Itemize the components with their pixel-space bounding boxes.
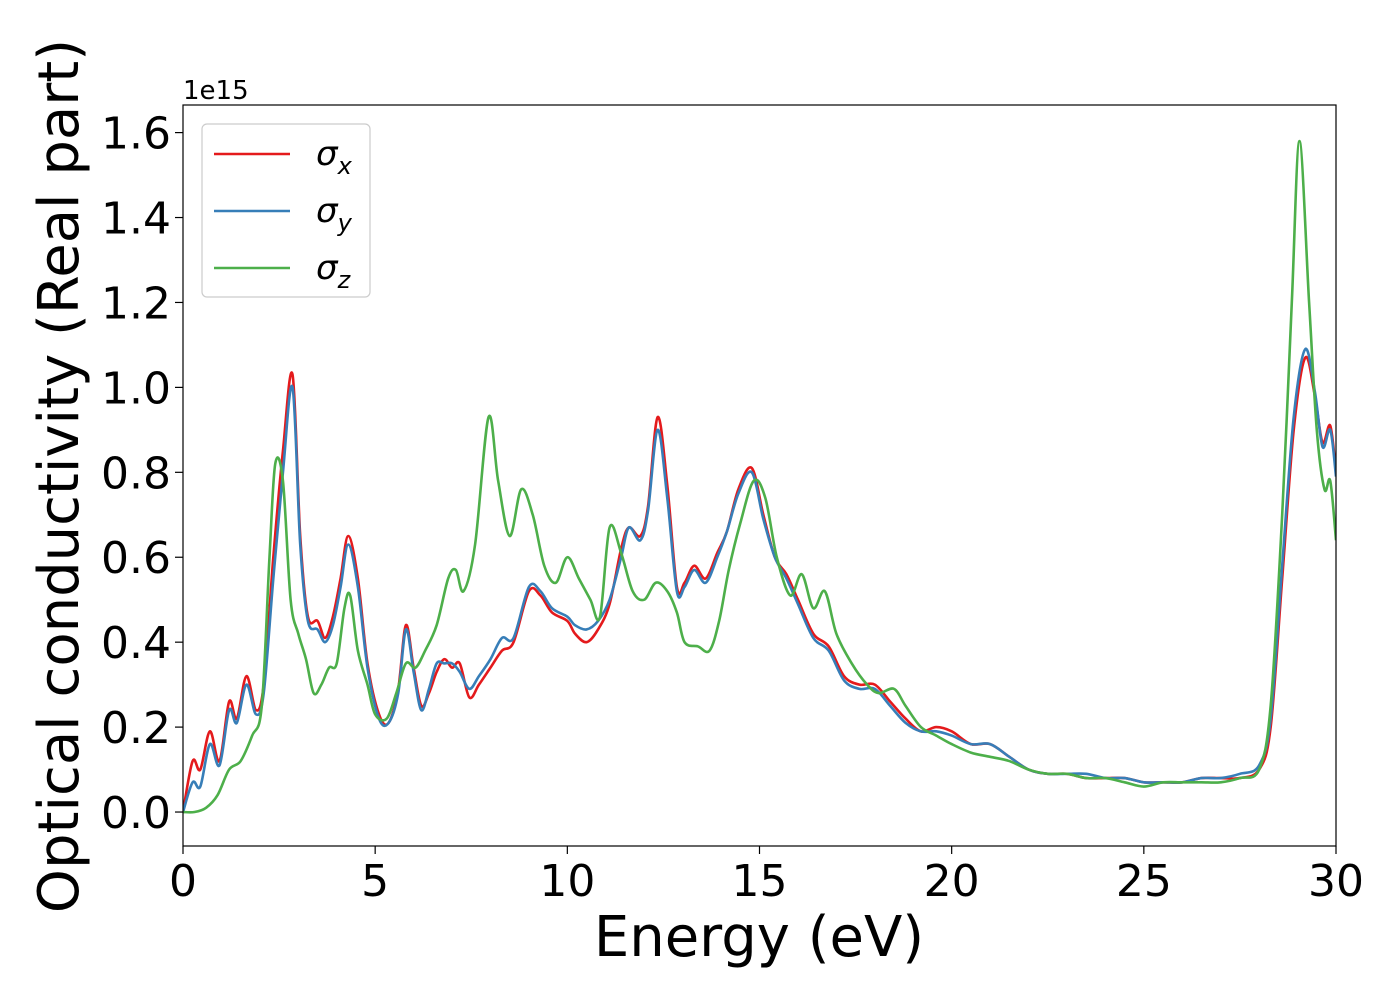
x-tick-label: 20: [924, 856, 980, 907]
legend-label-sigma-y: σy: [316, 191, 353, 237]
legend-label-sigma-z: σz: [316, 248, 352, 294]
series-line-sigma-z: [183, 139, 1336, 814]
y-offset-text: 1e15: [183, 76, 249, 106]
y-tick-label: 0.0: [101, 788, 171, 839]
x-tick-label: 10: [539, 856, 595, 907]
y-axis-label: Optical conductivity (Real part): [27, 39, 92, 913]
x-tick-label: 5: [361, 856, 389, 907]
y-tick-label: 0.6: [101, 533, 171, 584]
y-tick-label: 1.2: [101, 278, 171, 329]
y-tick-label: 1.0: [101, 363, 171, 414]
x-tick-label: 25: [1116, 856, 1172, 907]
legend-label-sigma-x: σx: [316, 134, 353, 180]
y-tick-label: 1.6: [101, 109, 171, 160]
y-tick-label: 0.8: [101, 448, 171, 499]
x-tick-label: 0: [169, 856, 197, 907]
y-tick-label: 0.2: [101, 703, 171, 754]
x-axis-ticks: 0 5 10 15 20 25 30: [169, 846, 1364, 907]
y-tick-label: 0.4: [101, 618, 171, 669]
x-axis-label: Energy (eV): [594, 905, 924, 970]
y-tick-label: 1.4: [101, 194, 171, 245]
series-layer: [183, 139, 1336, 814]
y-axis-ticks: 0.0 0.2 0.4 0.6 0.8 1.0 1.2 1.4 1.6: [101, 109, 183, 839]
x-tick-label: 30: [1308, 856, 1364, 907]
x-tick-label: 15: [732, 856, 788, 907]
legend: σx σy σz: [201, 123, 371, 298]
